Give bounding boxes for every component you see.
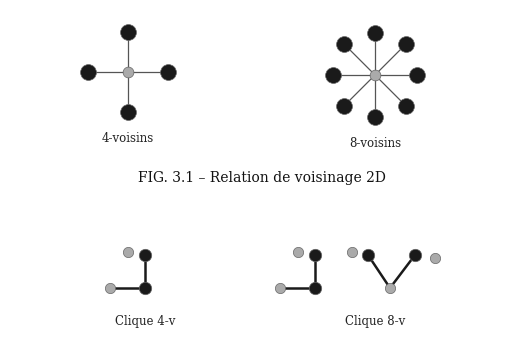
Point [411,252,419,258]
Text: Clique 4-v: Clique 4-v [115,315,175,328]
Point [124,69,132,75]
Point [413,72,421,78]
Point [364,252,372,258]
Point [164,69,172,75]
Point [371,30,379,36]
Text: FIG. 3.1 – Relation de voisinage 2D: FIG. 3.1 – Relation de voisinage 2D [138,171,386,185]
Point [431,255,439,261]
Point [276,285,284,291]
Point [311,285,319,291]
Point [294,249,302,255]
Point [124,249,132,255]
Point [311,252,319,258]
Point [329,72,337,78]
Point [340,103,348,109]
Point [124,109,132,115]
Text: 8-voisins: 8-voisins [349,137,401,150]
Point [402,41,410,47]
Text: 4-voisins: 4-voisins [102,132,154,145]
Point [141,285,149,291]
Point [371,72,379,78]
Point [402,103,410,109]
Text: Clique 8-v: Clique 8-v [345,315,405,328]
Point [124,29,132,35]
Point [348,249,356,255]
Point [371,114,379,120]
Point [141,252,149,258]
Point [386,285,394,291]
Point [84,69,92,75]
Point [340,41,348,47]
Point [106,285,114,291]
